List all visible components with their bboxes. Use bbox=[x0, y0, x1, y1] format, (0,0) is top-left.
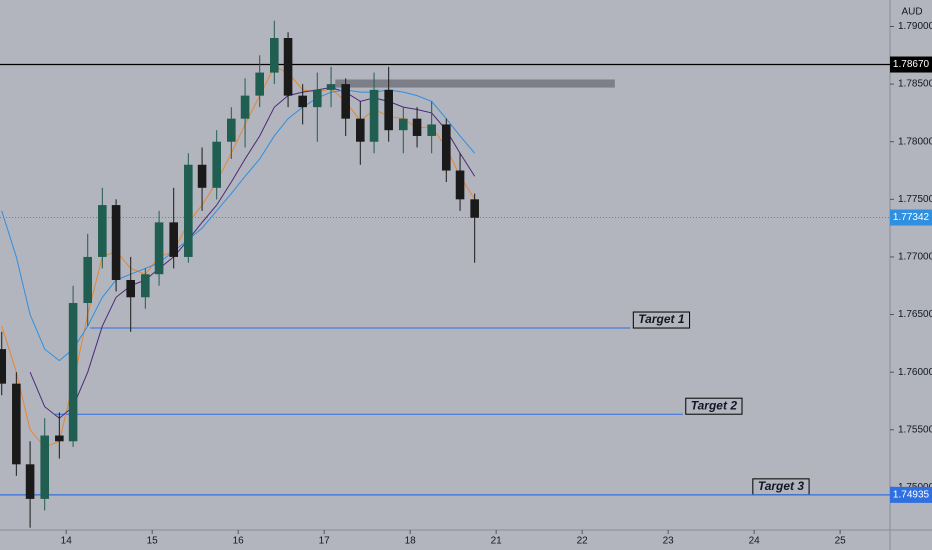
price-label: 1.74935 bbox=[893, 489, 930, 500]
candle-body bbox=[470, 199, 479, 218]
y-tick-label: 1.79000 bbox=[898, 21, 932, 32]
candle-body bbox=[184, 164, 193, 257]
candle-body bbox=[212, 141, 221, 188]
candle-body bbox=[154, 222, 164, 275]
candle-body bbox=[326, 84, 336, 90]
target-label-box bbox=[685, 397, 743, 415]
y-tick-label: 1.76000 bbox=[898, 367, 932, 378]
candle-body bbox=[197, 164, 207, 188]
target-label: Target 3 bbox=[758, 479, 805, 493]
price-label-box bbox=[890, 209, 932, 226]
price-label-box bbox=[890, 56, 932, 73]
price-label: 1.77342 bbox=[893, 212, 930, 223]
candle-body bbox=[25, 464, 35, 499]
x-tick-label: 22 bbox=[577, 536, 589, 547]
y-tick-label: 1.75500 bbox=[898, 424, 932, 435]
candle-body bbox=[255, 72, 264, 96]
y-tick-label: 1.78500 bbox=[898, 79, 932, 90]
target-label: Target 2 bbox=[691, 398, 738, 412]
x-tick-label: 16 bbox=[233, 536, 245, 547]
x-tick-label: 18 bbox=[405, 536, 417, 547]
target-label-box bbox=[632, 311, 691, 329]
x-tick-label: 24 bbox=[749, 536, 761, 547]
candle-body bbox=[283, 38, 293, 96]
candle-body bbox=[398, 118, 408, 131]
candle-body bbox=[298, 95, 307, 108]
candle-body bbox=[356, 118, 365, 142]
candle-body bbox=[83, 256, 93, 304]
x-tick-label: 15 bbox=[147, 536, 159, 547]
candle-body bbox=[111, 205, 121, 280]
candle-body bbox=[455, 170, 465, 200]
candle-body bbox=[55, 435, 64, 442]
price-label: 1.78670 bbox=[893, 59, 930, 70]
candle-body bbox=[441, 124, 451, 171]
candle-body bbox=[12, 383, 21, 465]
moving-average bbox=[29, 87, 476, 419]
candle-body bbox=[98, 205, 107, 257]
y-tick-label: 1.76500 bbox=[898, 309, 932, 320]
y-tick-label: 1.77500 bbox=[898, 194, 932, 205]
moving-average bbox=[1, 89, 476, 362]
x-tick-label: 17 bbox=[319, 536, 331, 547]
candle-body bbox=[341, 84, 350, 119]
candle-body bbox=[68, 303, 78, 442]
currency-label: AUD bbox=[901, 7, 922, 18]
moving-average bbox=[1, 66, 476, 448]
x-tick-label: 25 bbox=[835, 536, 847, 547]
candle-body bbox=[227, 118, 236, 142]
y-tick-label: 1.78000 bbox=[898, 136, 932, 147]
candle-body bbox=[0, 349, 7, 384]
candle-body bbox=[412, 118, 422, 136]
candle-body bbox=[40, 435, 50, 499]
candle-body bbox=[141, 274, 150, 298]
resistance-zone bbox=[335, 79, 615, 88]
candle-body bbox=[384, 89, 393, 131]
candle-body bbox=[313, 89, 322, 108]
x-tick-label: 23 bbox=[663, 536, 675, 547]
x-tick-label: 14 bbox=[61, 536, 73, 547]
candle-body bbox=[240, 95, 250, 119]
x-tick-label: 21 bbox=[491, 536, 503, 547]
price-label-box bbox=[890, 486, 932, 503]
candle-body bbox=[169, 222, 178, 257]
candle-body bbox=[270, 38, 279, 73]
target-label: Target 1 bbox=[638, 312, 685, 326]
candle-body bbox=[369, 89, 379, 142]
y-tick-label: 1.77000 bbox=[898, 252, 932, 263]
candle-body bbox=[427, 124, 436, 136]
candle-body bbox=[126, 279, 136, 298]
